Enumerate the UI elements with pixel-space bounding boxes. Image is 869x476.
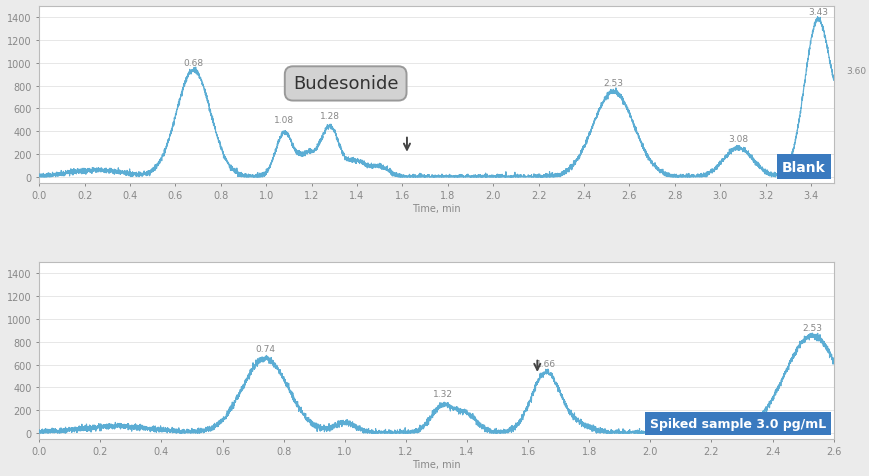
- Text: 1.32: 1.32: [432, 389, 452, 398]
- Text: Budesonide: Budesonide: [293, 75, 398, 93]
- Text: 3.60: 3.60: [846, 66, 866, 75]
- Text: Blank: Blank: [781, 160, 825, 174]
- Text: Spiked sample 3.0 pg/mL: Spiked sample 3.0 pg/mL: [649, 417, 825, 430]
- Text: 1.66: 1.66: [536, 359, 556, 368]
- Text: 1.28: 1.28: [320, 112, 340, 121]
- X-axis label: Time, min: Time, min: [412, 459, 461, 469]
- Text: 1.08: 1.08: [274, 115, 294, 124]
- Text: 3.08: 3.08: [727, 135, 747, 144]
- Text: 2.53: 2.53: [603, 79, 623, 88]
- X-axis label: Time, min: Time, min: [412, 204, 461, 214]
- Text: 2.53: 2.53: [801, 323, 821, 332]
- Text: 0.74: 0.74: [255, 345, 275, 354]
- Text: 3.43: 3.43: [807, 9, 827, 18]
- Text: 0.68: 0.68: [183, 59, 203, 68]
